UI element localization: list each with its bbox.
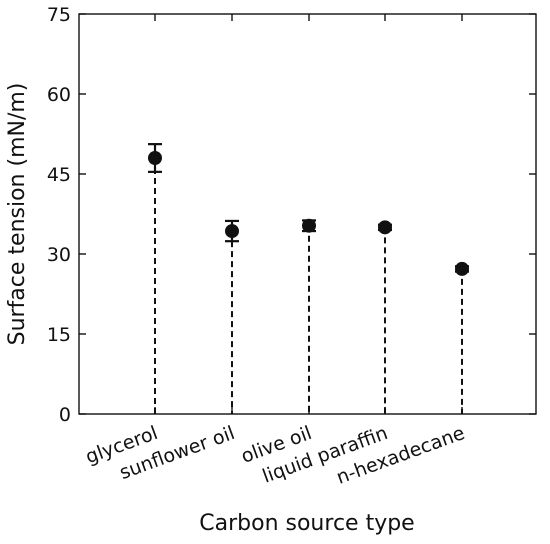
plot-frame xyxy=(78,13,537,415)
y-tick-label: 60 xyxy=(47,84,71,106)
data-point-group xyxy=(148,143,162,414)
y-axis: 0 15 30 45 60 75 xyxy=(47,4,536,426)
x-axis-title: Carbon source type xyxy=(199,511,414,536)
data-point-group xyxy=(378,220,392,414)
data-point xyxy=(225,224,239,239)
data-point-group xyxy=(225,219,239,414)
y-tick-label: 45 xyxy=(47,164,71,186)
data-point-group xyxy=(302,218,316,414)
data-point xyxy=(455,261,469,276)
x-axis xyxy=(154,14,463,414)
data-series xyxy=(148,143,469,414)
data-point xyxy=(148,151,162,165)
y-tick-label: 75 xyxy=(47,4,71,26)
data-point xyxy=(378,220,392,235)
y-tick-label: 0 xyxy=(59,404,71,426)
y-tick-label: 15 xyxy=(47,324,71,346)
y-axis-title: Surface tension (mN/m) xyxy=(5,83,30,346)
data-point xyxy=(302,218,316,233)
y-tick-label: 30 xyxy=(47,244,71,266)
data-point-group xyxy=(455,261,469,414)
